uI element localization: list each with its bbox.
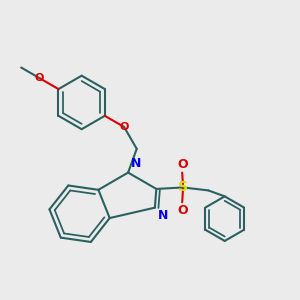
Text: O: O — [177, 204, 188, 217]
Text: S: S — [178, 180, 188, 194]
Text: O: O — [34, 73, 44, 83]
Text: O: O — [177, 158, 188, 171]
Text: N: N — [158, 209, 168, 222]
Text: O: O — [119, 122, 129, 132]
Text: N: N — [130, 157, 141, 169]
